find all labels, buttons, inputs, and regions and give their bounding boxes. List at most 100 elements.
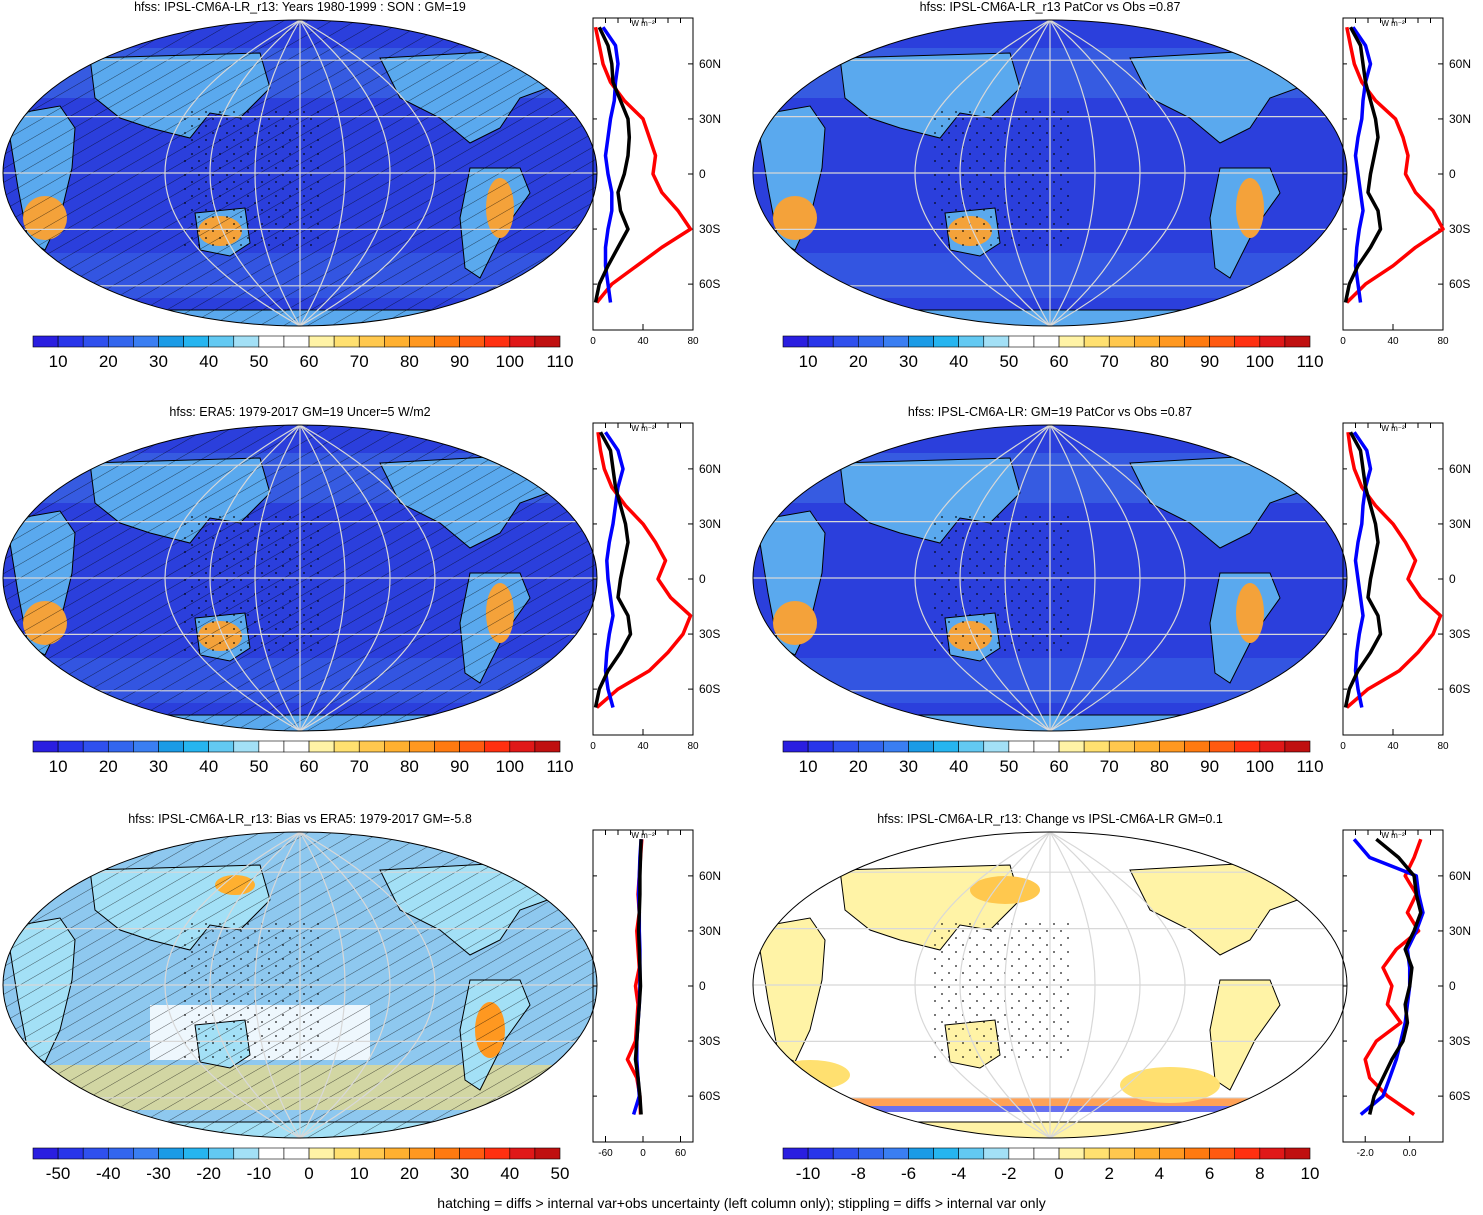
- colorbar-swatch: [434, 1147, 460, 1160]
- colorbar-label: 80: [1150, 757, 1169, 776]
- xtick-label: 40: [1387, 741, 1399, 752]
- colorbar-swatch: [1083, 335, 1110, 348]
- colorbar-swatch: [283, 1147, 310, 1160]
- colorbar-swatch: [258, 740, 285, 753]
- colorbar-label: -40: [96, 1164, 121, 1183]
- colorbar-swatch: [107, 1147, 134, 1160]
- colorbar-label: -30: [146, 1164, 171, 1183]
- colorbar-label: -50: [46, 1164, 71, 1183]
- colorbar-label: 10: [49, 757, 68, 776]
- colorbar-label: 20: [400, 1164, 419, 1183]
- ytick-label: 0: [699, 167, 706, 181]
- colorbar-label: 40: [500, 1164, 519, 1183]
- colorbar-swatch: [208, 335, 235, 348]
- profile-line-ref: [1352, 431, 1373, 708]
- ytick-label: 30S: [1449, 627, 1470, 641]
- colorbar-swatch: [158, 1147, 184, 1160]
- robinson-map: [2, 424, 598, 732]
- colorbar-swatch: [509, 1147, 536, 1160]
- colorbar-swatch: [958, 335, 985, 348]
- profile-frame: [592, 829, 694, 1143]
- map-border: [2, 831, 598, 1139]
- colorbar-label: 10: [1301, 1164, 1320, 1183]
- zonal-profile: W m⁻² 60N 30N 0 30S 60S -2.0 0.0: [1342, 829, 1471, 1159]
- profile-line-obs: [593, 26, 693, 304]
- colorbar-label: 40: [199, 757, 218, 776]
- colorbar-swatch: [1184, 740, 1210, 753]
- xtick-label: -2.0: [1357, 1148, 1375, 1159]
- map-border: [752, 831, 1348, 1139]
- colorbar: 10 20 30 40 50 60 70 80 90 100 110: [32, 740, 574, 776]
- colorbar-label: 10: [799, 757, 818, 776]
- colorbar: 10 20 30 40 50 60 70 80 90 100 110: [782, 740, 1324, 776]
- profile-line-ref: [603, 431, 625, 708]
- profile-unit: W m⁻²: [1381, 831, 1405, 840]
- ytick-label: 30S: [1449, 222, 1470, 236]
- colorbar-swatch: [459, 1147, 486, 1160]
- colorbar-label: 110: [1296, 757, 1323, 776]
- ytick-label: 30N: [1449, 112, 1471, 126]
- profile-line-model: [593, 431, 633, 708]
- xtick-label: 80: [687, 741, 699, 752]
- colorbar-swatch: [1008, 335, 1035, 348]
- colorbar-label: 30: [899, 352, 918, 371]
- colorbar-swatch: [782, 1147, 809, 1160]
- colorbar-label: 80: [400, 352, 419, 371]
- colorbar-swatch: [32, 335, 59, 348]
- colorbar-label: 50: [999, 352, 1018, 371]
- colorbar-swatch: [807, 1147, 834, 1160]
- xtick-label: 40: [637, 741, 649, 752]
- colorbar-swatch: [409, 1147, 435, 1160]
- colorbar-swatch: [1284, 1147, 1311, 1160]
- colorbar-swatch: [1033, 1147, 1060, 1160]
- colorbar-swatch: [1134, 1147, 1160, 1160]
- ytick-label: 0: [1449, 572, 1456, 586]
- colorbar-swatch: [233, 335, 260, 348]
- colorbar-swatch: [358, 1147, 385, 1160]
- profile-line-model: [593, 26, 632, 303]
- colorbar-swatch: [1159, 335, 1185, 348]
- colorbar-label: -10: [796, 1164, 821, 1183]
- xtick-label: 0: [1340, 336, 1346, 347]
- colorbar-swatch: [908, 740, 934, 753]
- map-field: [3, 20, 597, 326]
- colorbar-label: 2: [1104, 1164, 1113, 1183]
- footer-note: hatching = diffs > internal var+obs unce…: [437, 1195, 1046, 1211]
- ytick-label: 30S: [1449, 1034, 1470, 1048]
- ytick-label: 60S: [699, 1089, 720, 1103]
- colorbar-swatch: [82, 1147, 109, 1160]
- ytick-label: 0: [699, 979, 706, 993]
- xtick-label: 0: [640, 1148, 646, 1159]
- profile-line-model: [1367, 837, 1423, 1115]
- profile-line-model: [1343, 26, 1383, 303]
- ytick-label: 30S: [699, 222, 720, 236]
- colorbar-label: 90: [1200, 757, 1219, 776]
- colorbar-label: 100: [1246, 757, 1274, 776]
- colorbar-label: 20: [849, 757, 868, 776]
- colorbar-swatch: [333, 335, 360, 348]
- colorbar-swatch: [32, 1147, 59, 1160]
- colorbar-swatch: [484, 335, 511, 348]
- colorbar-swatch: [857, 1147, 884, 1160]
- colorbar-swatch: [1259, 1147, 1286, 1160]
- colorbar-swatch: [958, 1147, 985, 1160]
- colorbar-swatch: [283, 335, 310, 348]
- profile-unit: W m⁻²: [631, 19, 655, 28]
- colorbar-swatch: [183, 740, 209, 753]
- colorbar-swatch: [883, 1147, 909, 1160]
- xtick-label: 80: [687, 336, 699, 347]
- colorbar-swatch: [107, 740, 134, 753]
- colorbar-swatch: [1134, 740, 1160, 753]
- colorbar-label: 80: [1150, 352, 1169, 371]
- panel-title: hfss: IPSL-CM6A-LR_r13: Years 1980-1999 …: [134, 0, 466, 14]
- colorbar-swatch: [1083, 1147, 1110, 1160]
- robinson-map: [752, 424, 1348, 732]
- colorbar-label: 40: [949, 757, 968, 776]
- ytick-label: 30N: [699, 924, 721, 938]
- colorbar-label: 10: [350, 1164, 369, 1183]
- colorbar-label: 60: [1050, 352, 1069, 371]
- colorbar-swatch: [1184, 335, 1210, 348]
- anomaly-asia: [970, 876, 1040, 904]
- colorbar-label: 10: [799, 352, 818, 371]
- map-field: [3, 425, 597, 731]
